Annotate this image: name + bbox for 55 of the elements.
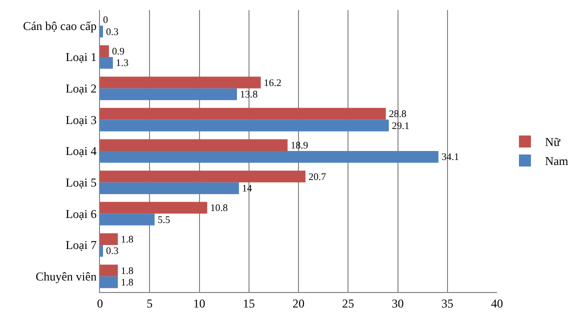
bar — [100, 182, 239, 194]
y-tick-label: Loại 5 — [66, 176, 97, 190]
y-tick-label: Loại 7 — [66, 238, 97, 252]
bar — [100, 108, 386, 120]
bar — [100, 276, 118, 288]
data-label: 1.8 — [120, 266, 134, 277]
x-tick-label: 35 — [441, 296, 454, 310]
bar — [100, 245, 103, 257]
bar — [100, 214, 155, 226]
x-tick-label: 40 — [491, 296, 503, 310]
x-tick-label: 5 — [146, 296, 153, 310]
data-label: 0.3 — [106, 26, 119, 38]
data-label: 20.7 — [308, 172, 326, 183]
data-label: 18.9 — [290, 140, 308, 152]
bar — [100, 264, 118, 276]
data-label: 34.1 — [441, 152, 460, 164]
bar — [100, 202, 208, 214]
y-tick-label: Loại 4 — [66, 144, 97, 158]
bar — [100, 120, 389, 132]
y-tick-label: Loại 3 — [66, 112, 97, 127]
bar — [100, 151, 438, 163]
data-label: 0.9 — [112, 46, 125, 58]
data-label: 5.5 — [158, 214, 170, 226]
data-label: 1.8 — [120, 278, 134, 289]
data-label: 0.3 — [106, 246, 119, 258]
y-tick-label: Loại 6 — [66, 206, 97, 221]
x-tick-label: 25 — [342, 296, 354, 310]
bar — [100, 233, 118, 245]
data-label: 1.8 — [120, 234, 134, 246]
y-tick-label: Cán bộ cao cấp — [22, 18, 97, 33]
data-label: 10.8 — [210, 203, 228, 214]
bar — [100, 139, 288, 151]
x-tick-label: 0 — [97, 296, 103, 310]
data-label: 28.8 — [388, 109, 406, 120]
y-tick-label: Loại 1 — [66, 50, 97, 64]
data-label: 29.1 — [392, 120, 410, 132]
data-label: 16.2 — [264, 78, 282, 89]
y-tick-label: Loại 2 — [66, 82, 97, 96]
x-tick-label: 15 — [242, 296, 255, 310]
bar — [100, 76, 261, 88]
data-label: 1.3 — [116, 58, 128, 70]
legend-label: Nam — [544, 154, 569, 168]
x-tick-label: 10 — [193, 296, 206, 310]
bar — [100, 57, 113, 69]
x-tick-label: 30 — [392, 296, 404, 310]
data-label: 13.8 — [240, 90, 258, 101]
bar — [100, 26, 103, 38]
bar — [100, 45, 109, 57]
bar — [100, 88, 237, 100]
legend-label: Nữ — [544, 135, 561, 150]
data-label: 14 — [242, 184, 252, 195]
data-label: 0 — [103, 15, 108, 26]
x-tick-label: 20 — [292, 296, 304, 310]
bar — [100, 170, 306, 182]
y-tick-label: Chuyên viên — [36, 270, 97, 284]
